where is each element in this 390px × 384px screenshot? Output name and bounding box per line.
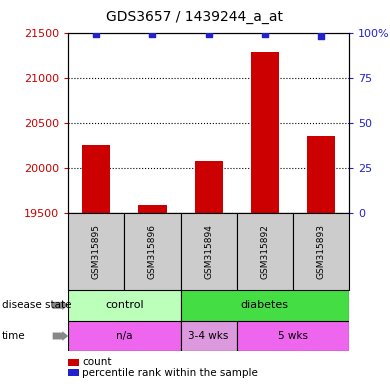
Text: GSM315893: GSM315893 (316, 224, 326, 279)
FancyBboxPatch shape (237, 321, 349, 351)
FancyBboxPatch shape (181, 290, 349, 321)
Text: count: count (82, 357, 112, 367)
FancyBboxPatch shape (68, 321, 181, 351)
Point (318, 33, 324, 39)
Text: GSM315895: GSM315895 (92, 224, 101, 279)
Text: control: control (105, 300, 144, 310)
Text: GSM315896: GSM315896 (148, 224, 157, 279)
Bar (195, 161, 223, 213)
FancyBboxPatch shape (68, 290, 181, 321)
FancyBboxPatch shape (181, 321, 237, 351)
Point (149, 31, 156, 38)
Text: diabetes: diabetes (241, 300, 289, 310)
Point (262, 31, 268, 38)
Bar (307, 136, 335, 213)
Point (206, 31, 212, 38)
Text: GDS3657 / 1439244_a_at: GDS3657 / 1439244_a_at (106, 10, 284, 23)
Text: GSM315894: GSM315894 (204, 224, 213, 279)
Text: GSM315892: GSM315892 (260, 224, 269, 279)
Text: n/a: n/a (116, 331, 133, 341)
Bar (251, 53, 279, 213)
Bar (138, 205, 167, 213)
Text: disease state: disease state (2, 300, 71, 310)
FancyBboxPatch shape (237, 213, 293, 290)
Bar (82, 146, 110, 213)
Text: 3-4 wks: 3-4 wks (188, 331, 229, 341)
FancyBboxPatch shape (293, 213, 349, 290)
FancyBboxPatch shape (68, 213, 124, 290)
Text: percentile rank within the sample: percentile rank within the sample (82, 368, 258, 378)
FancyBboxPatch shape (124, 213, 181, 290)
Point (93, 31, 99, 38)
Text: 5 wks: 5 wks (278, 331, 308, 341)
FancyBboxPatch shape (181, 213, 237, 290)
Text: time: time (2, 331, 26, 341)
